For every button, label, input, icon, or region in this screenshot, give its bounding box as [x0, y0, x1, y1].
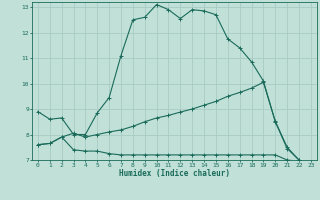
- X-axis label: Humidex (Indice chaleur): Humidex (Indice chaleur): [119, 169, 230, 178]
